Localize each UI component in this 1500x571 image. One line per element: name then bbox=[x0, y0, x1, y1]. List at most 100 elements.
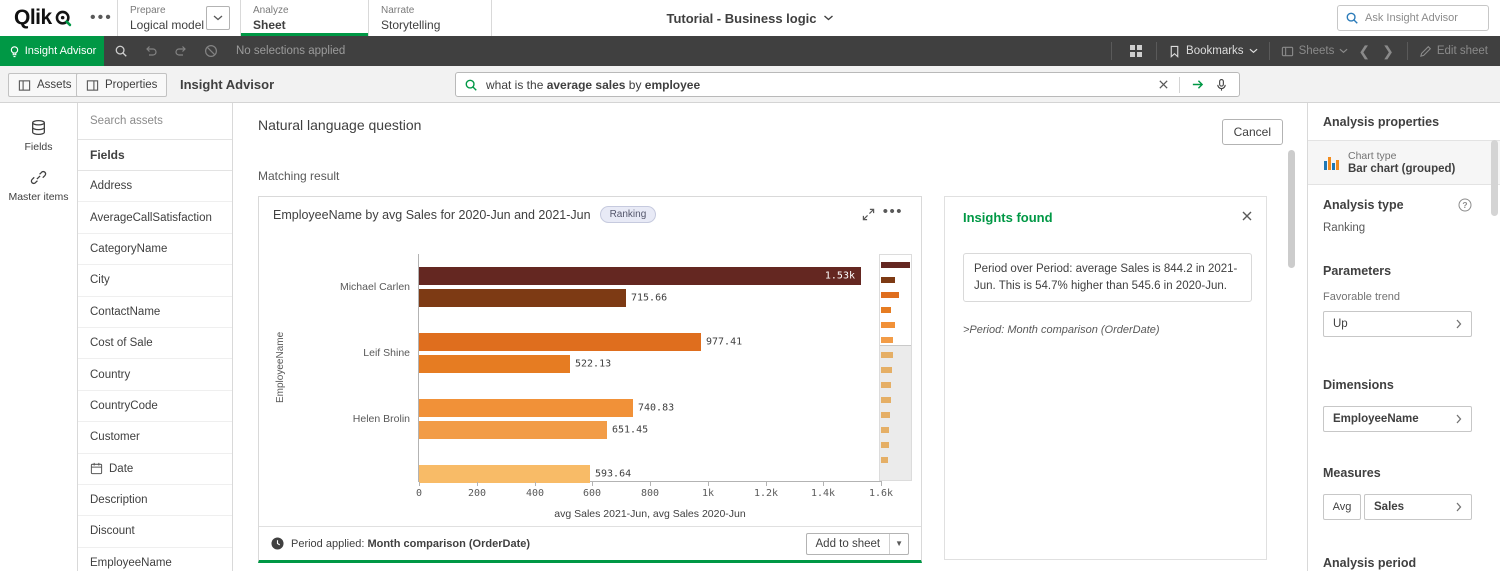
properties-panel-toggle[interactable]: Properties bbox=[76, 73, 168, 97]
favorable-trend-label: Favorable trend bbox=[1323, 291, 1401, 303]
hub-search[interactable] bbox=[1337, 5, 1489, 31]
bar-segment[interactable] bbox=[419, 465, 590, 483]
bar-segment[interactable] bbox=[419, 333, 701, 351]
previous-sheet-icon[interactable]: ❮ bbox=[1358, 42, 1371, 59]
app-overview-grid-icon[interactable] bbox=[1123, 38, 1149, 64]
clear-selections-icon[interactable] bbox=[198, 38, 224, 64]
assets-search[interactable] bbox=[78, 103, 232, 140]
qlik-logo[interactable]: Qlik bbox=[14, 0, 72, 36]
microphone-icon[interactable] bbox=[1212, 78, 1231, 92]
nav-narrate[interactable]: Narrate Storytelling bbox=[368, 0, 492, 36]
measure-row: Avg Sales bbox=[1323, 494, 1472, 520]
help-icon[interactable]: ? bbox=[1458, 198, 1472, 212]
field-item-customer[interactable]: Customer bbox=[78, 422, 232, 454]
field-item-description[interactable]: Description bbox=[78, 485, 232, 517]
chart-navigator[interactable] bbox=[879, 254, 912, 481]
insight-advisor-button[interactable]: Insight Advisor bbox=[0, 36, 104, 66]
edit-sheet-label: Edit sheet bbox=[1436, 45, 1488, 57]
field-item-countrycode[interactable]: CountryCode bbox=[78, 391, 232, 423]
x-axis-tick-label: 0 bbox=[415, 488, 423, 499]
fields-list: Address AverageCallSatisfaction CategoryNa… bbox=[78, 171, 232, 571]
field-item-discount[interactable]: Discount bbox=[78, 516, 232, 548]
field-label: Cost of Sale bbox=[90, 337, 153, 350]
sheets-menu[interactable]: Sheets bbox=[1277, 45, 1353, 58]
right-scrollbar-thumb[interactable] bbox=[1491, 140, 1498, 216]
close-insights-icon[interactable] bbox=[1241, 210, 1253, 222]
bar-value-label: 977.41 bbox=[706, 336, 743, 348]
chart-type-value: Bar chart (grouped) bbox=[1348, 163, 1456, 175]
x-axis-tick-label: 800 bbox=[640, 488, 660, 499]
field-item-city[interactable]: City bbox=[78, 265, 232, 297]
bar-segment[interactable] bbox=[419, 355, 570, 373]
add-to-sheet-label: Add to sheet bbox=[815, 537, 881, 550]
hub-search-input[interactable] bbox=[1365, 12, 1481, 24]
main-scrollbar-thumb[interactable] bbox=[1288, 150, 1295, 268]
chevron-down-icon bbox=[213, 15, 223, 21]
properties-panel-icon bbox=[86, 79, 99, 91]
field-item-contactname[interactable]: ContactName bbox=[78, 297, 232, 328]
nlq-query-text[interactable]: what is the average sales by employee bbox=[486, 77, 701, 92]
bar-segment[interactable] bbox=[419, 421, 607, 439]
x-axis-tick-label: 1.6k bbox=[868, 488, 894, 499]
field-item-country[interactable]: Country bbox=[78, 359, 232, 391]
chart-more-menu-icon[interactable]: ••• bbox=[882, 203, 903, 220]
bar-chart-icon bbox=[1324, 156, 1339, 170]
left-rail: Fields Master items bbox=[0, 103, 78, 571]
assets-search-input[interactable] bbox=[90, 115, 220, 127]
field-item-cost-of-sale[interactable]: Cost of Sale bbox=[78, 328, 232, 360]
add-to-sheet-caret-icon[interactable]: ▼ bbox=[889, 533, 908, 554]
field-label: AverageCallSatisfaction bbox=[90, 211, 212, 224]
measure-button[interactable]: Sales bbox=[1364, 494, 1472, 520]
app-title[interactable]: Tutorial - Business logic bbox=[666, 0, 833, 36]
field-item-averagecallsatisfaction[interactable]: AverageCallSatisfaction bbox=[78, 202, 232, 234]
logical-model-dropdown[interactable] bbox=[206, 6, 230, 30]
favorable-trend-value: Up bbox=[1333, 318, 1348, 330]
qlik-q-mark-icon bbox=[55, 10, 71, 26]
step-back-icon[interactable] bbox=[138, 38, 164, 64]
bar-value-label: 651.45 bbox=[612, 424, 649, 436]
navigator-mini-bar bbox=[881, 277, 895, 283]
selections-search-icon[interactable] bbox=[108, 38, 134, 64]
nlq-search-bar[interactable]: what is the average sales by employee bbox=[455, 72, 1240, 97]
navigator-mini-bar bbox=[881, 307, 891, 313]
assets-panel-toggle[interactable]: Assets bbox=[8, 73, 82, 97]
x-axis-tick bbox=[881, 482, 882, 486]
bar-segment[interactable] bbox=[419, 289, 626, 307]
dimension-button[interactable]: EmployeeName bbox=[1323, 406, 1472, 432]
navigator-mini-bar bbox=[881, 337, 893, 343]
analysis-type-value: Ranking bbox=[1323, 222, 1366, 234]
no-selections-text: No selections applied bbox=[236, 45, 346, 57]
sidebar-item-fields[interactable]: Fields bbox=[0, 113, 77, 159]
global-menu-icon[interactable]: ••• bbox=[90, 9, 113, 26]
field-item-categoryname[interactable]: CategoryName bbox=[78, 234, 232, 266]
next-sheet-icon[interactable]: ❯ bbox=[1382, 42, 1394, 59]
field-item-address[interactable]: Address bbox=[78, 171, 232, 203]
edit-sheet-button[interactable]: Edit sheet bbox=[1415, 45, 1492, 58]
bookmarks-menu[interactable]: Bookmarks bbox=[1164, 45, 1262, 58]
nav-prepare[interactable]: Prepare Logical model bbox=[117, 0, 240, 36]
clear-query-icon[interactable] bbox=[1151, 79, 1176, 90]
nav-analyze[interactable]: Analyze Sheet bbox=[240, 0, 368, 36]
x-axis-tick-label: 400 bbox=[525, 488, 545, 499]
y-axis-category-label: Leif Shine bbox=[363, 347, 410, 359]
bar-segment[interactable] bbox=[419, 267, 861, 285]
insight-period-note: >Period: Month comparison (OrderDate) bbox=[963, 324, 1160, 336]
favorable-trend-dropdown[interactable]: Up bbox=[1323, 311, 1472, 337]
navigator-mini-bar bbox=[881, 292, 899, 298]
expand-chart-icon[interactable] bbox=[862, 208, 875, 221]
measure-aggregation-button[interactable]: Avg bbox=[1323, 494, 1361, 520]
navigator-shade[interactable] bbox=[880, 345, 911, 480]
field-item-employeename[interactable]: EmployeeName bbox=[78, 548, 232, 571]
search-icon bbox=[465, 79, 477, 91]
navigator-mini-bar bbox=[881, 352, 893, 358]
submit-query-icon[interactable] bbox=[1183, 78, 1212, 91]
add-to-sheet-button[interactable]: Add to sheet ▼ bbox=[805, 532, 909, 555]
analysis-properties-panel: Analysis properties Chart type Bar chart… bbox=[1307, 103, 1500, 571]
step-forward-icon[interactable] bbox=[168, 38, 194, 64]
sidebar-item-master-items[interactable]: Master items bbox=[0, 163, 77, 209]
field-item-date[interactable]: Date bbox=[78, 454, 232, 485]
cancel-button[interactable]: Cancel bbox=[1221, 119, 1283, 145]
navigator-mini-bar bbox=[881, 427, 889, 433]
bar-segment[interactable] bbox=[419, 399, 633, 417]
top-bar: Qlik ••• Prepare Logical model Analyze S… bbox=[0, 0, 1500, 36]
